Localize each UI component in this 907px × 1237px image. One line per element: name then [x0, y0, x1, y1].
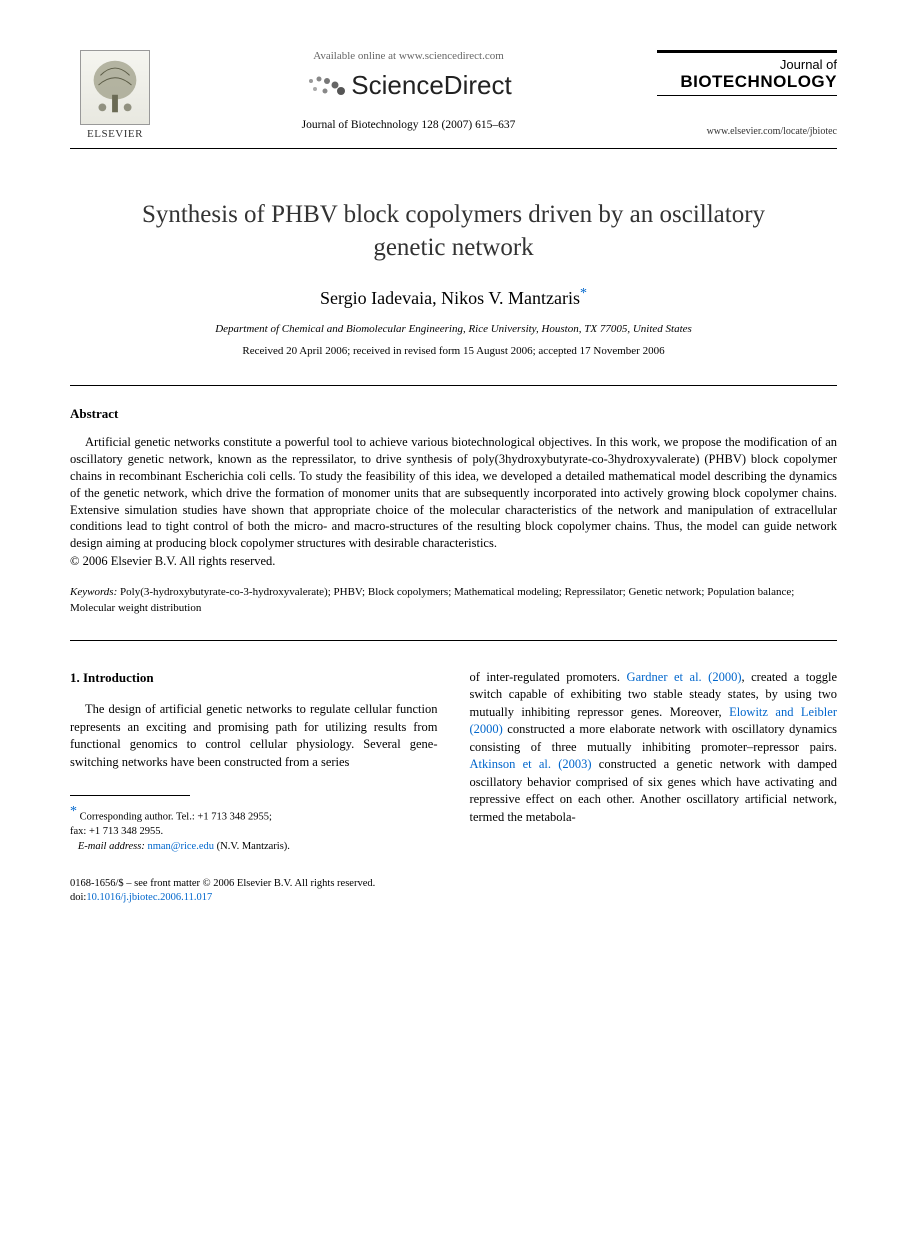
- footnote-email-link[interactable]: nman@rice.edu: [147, 841, 214, 852]
- footnote-email-suffix: (N.V. Mantzaris).: [214, 841, 290, 852]
- keywords-text: Poly(3-hydroxybutyrate-co-3-hydroxyvaler…: [70, 586, 794, 613]
- citation-line: Journal of Biotechnology 128 (2007) 615–…: [180, 119, 637, 131]
- doi-line: doi:10.1016/j.jbiotec.2006.11.017: [70, 891, 837, 906]
- available-online-text: Available online at www.sciencedirect.co…: [180, 50, 637, 62]
- footnote-email-label: E-mail address:: [78, 841, 145, 852]
- post-keywords-rule: [70, 640, 837, 641]
- publisher-label: ELSEVIER: [87, 128, 143, 140]
- intro-paragraph-right: of inter-regulated promoters. Gardner et…: [470, 669, 838, 827]
- issn-line: 0168-1656/$ – see front matter © 2006 El…: [70, 877, 837, 892]
- header-rule: [70, 148, 837, 149]
- sciencedirect-logo: ScienceDirect: [180, 70, 637, 101]
- intro-paragraph-left: The design of artificial genetic network…: [70, 701, 438, 771]
- footnote-corr-text: Corresponding author. Tel.: +1 713 348 2…: [80, 812, 272, 823]
- publisher-block: ELSEVIER: [70, 50, 160, 140]
- pre-abstract-rule: [70, 385, 837, 386]
- elsevier-tree-logo: [80, 50, 150, 125]
- bottom-info: 0168-1656/$ – see front matter © 2006 El…: [70, 877, 837, 906]
- column-left: 1. Introduction The design of artificial…: [70, 669, 438, 855]
- sciencedirect-dots-icon: [305, 73, 345, 99]
- affiliation: Department of Chemical and Biomolecular …: [70, 323, 837, 335]
- abstract-copyright: © 2006 Elsevier B.V. All rights reserved…: [70, 554, 837, 569]
- section-1-heading: 1. Introduction: [70, 669, 438, 687]
- footnote-corr-line: * Corresponding author. Tel.: +1 713 348…: [70, 802, 438, 825]
- footnote-corr-symbol: *: [70, 804, 77, 819]
- journal-name: BIOTECHNOLOGY: [657, 72, 837, 96]
- col2-mid2: constructed a more elaborate network wit…: [470, 722, 838, 754]
- journal-url: www.elsevier.com/locate/jbiotec: [657, 126, 837, 137]
- authors-names: Sergio Iadevaia, Nikos V. Mantzaris: [320, 288, 580, 308]
- center-header-block: Available online at www.sciencedirect.co…: [160, 50, 657, 131]
- abstract-heading: Abstract: [70, 406, 837, 422]
- ref-atkinson[interactable]: Atkinson et al. (2003): [470, 757, 592, 771]
- ref-gardner[interactable]: Gardner et al. (2000): [627, 670, 742, 684]
- article-dates: Received 20 April 2006; received in revi…: [70, 345, 837, 357]
- body-columns: 1. Introduction The design of artificial…: [70, 669, 837, 855]
- abstract-text: Artificial genetic networks constitute a…: [70, 434, 837, 552]
- doi-prefix: doi:: [70, 892, 86, 903]
- keywords-block: Keywords: Poly(3-hydroxybutyrate-co-3-hy…: [70, 585, 837, 616]
- footnote-fax: fax: +1 713 348 2955.: [70, 825, 438, 840]
- footnote-email-line: E-mail address: nman@rice.edu (N.V. Mant…: [70, 840, 438, 855]
- keywords-label: Keywords:: [70, 586, 117, 598]
- article-title: Synthesis of PHBV block copolymers drive…: [110, 199, 797, 264]
- journal-prefix: Journal of: [657, 57, 837, 72]
- corresponding-mark: *: [580, 286, 587, 301]
- authors-line: Sergio Iadevaia, Nikos V. Mantzaris*: [70, 286, 837, 309]
- footnote-separator: [70, 795, 190, 796]
- header-row: ELSEVIER Available online at www.science…: [70, 50, 837, 140]
- footnote-block: * Corresponding author. Tel.: +1 713 348…: [70, 802, 438, 855]
- journal-block: Journal of BIOTECHNOLOGY www.elsevier.co…: [657, 50, 837, 137]
- doi-link[interactable]: 10.1016/j.jbiotec.2006.11.017: [86, 892, 212, 903]
- col2-pre: of inter-regulated promoters.: [470, 670, 627, 684]
- column-right: of inter-regulated promoters. Gardner et…: [470, 669, 838, 855]
- sciencedirect-name: ScienceDirect: [351, 70, 511, 101]
